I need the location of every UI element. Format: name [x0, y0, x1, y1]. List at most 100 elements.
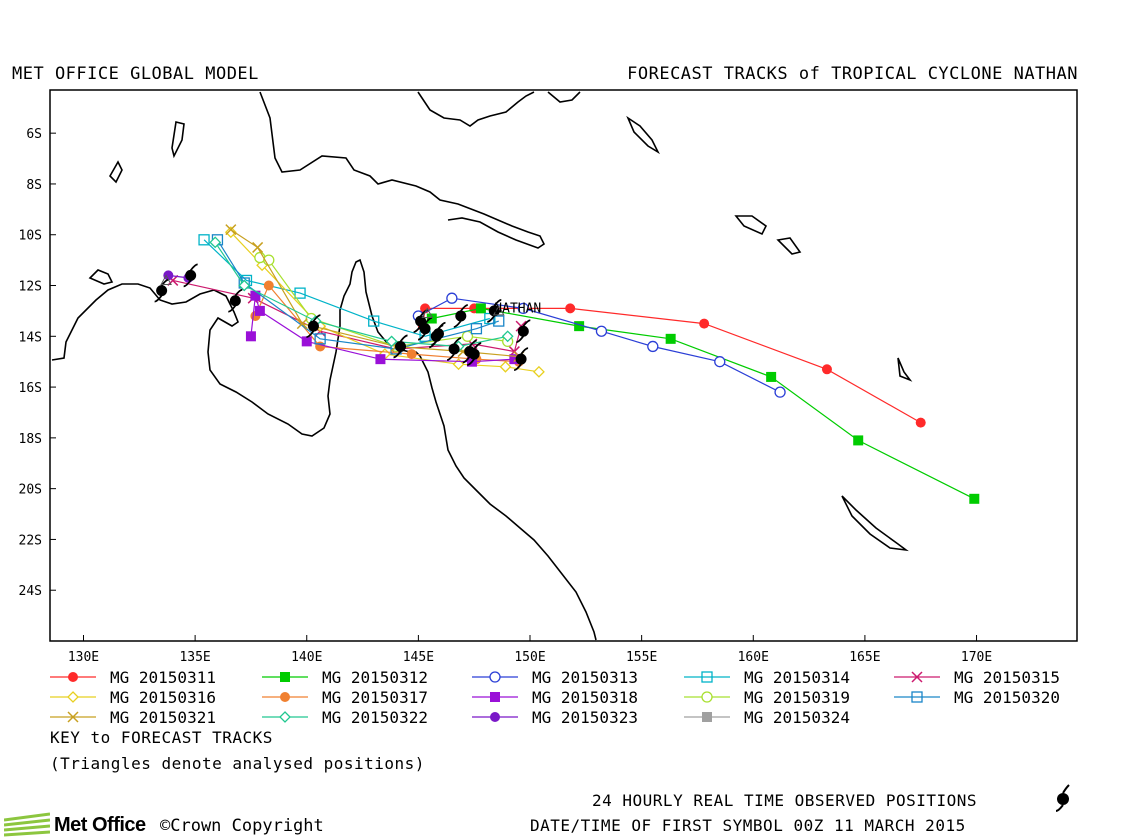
track-marker: [702, 692, 712, 702]
track-marker: [699, 319, 709, 329]
coastline-island-b: [110, 162, 122, 182]
track-marker: [775, 387, 785, 397]
legend-item: MG 20150319: [684, 688, 850, 707]
lon-tick-label: 135E: [179, 650, 210, 665]
legend-item: MG 20150318: [472, 688, 638, 707]
track-marker: [822, 364, 832, 374]
track-marker: [596, 326, 606, 336]
lat-tick-label: 10S: [19, 229, 42, 244]
forecast-track-line: [432, 308, 975, 498]
lon-tick-label: 150E: [514, 650, 545, 665]
storm-name-label: NATHAN: [494, 301, 541, 316]
coastline-island-a: [172, 122, 184, 156]
legend-item: MG 20150321: [50, 708, 216, 727]
coastline-new-caledonia: [842, 496, 906, 550]
track-marker: [916, 418, 926, 428]
track-marker: [490, 712, 500, 722]
coastline-bougainville: [628, 118, 658, 152]
track-marker: [969, 494, 979, 504]
legend-label: MG 20150311: [110, 668, 216, 687]
lon-tick-label: 165E: [849, 650, 880, 665]
track-marker: [565, 303, 575, 313]
legend-item: MG 20150316: [50, 688, 216, 707]
legend-label: MG 20150313: [532, 668, 638, 687]
legend-item: MG 20150322: [262, 708, 428, 727]
lat-tick-label: 16S: [19, 381, 42, 396]
lon-tick-label: 130E: [68, 650, 99, 665]
track-marker: [210, 237, 220, 247]
track-marker: [280, 692, 290, 702]
track-marker: [280, 712, 290, 722]
observed-position-symbol: [514, 348, 528, 370]
track-marker: [702, 712, 712, 722]
track-marker: [239, 281, 249, 291]
track-marker: [476, 303, 486, 313]
forecast-track: [255, 253, 513, 352]
legend-label: MG 20150322: [322, 708, 428, 727]
lon-tick-label: 160E: [738, 650, 769, 665]
track-marker: [280, 672, 290, 682]
track-marker: [253, 242, 263, 252]
lat-tick-label: 24S: [19, 584, 42, 599]
lat-tick-label: 12S: [19, 280, 42, 295]
map-frame: [50, 90, 1077, 641]
met-office-logo-text: Met Office: [54, 814, 146, 837]
observed-positions-caption: 24 HOURLY REAL TIME OBSERVED POSITIONS: [592, 791, 977, 810]
legend-label: MG 20150318: [532, 688, 638, 707]
lat-tick-label: 8S: [26, 178, 42, 193]
track-marker: [68, 672, 78, 682]
track-marker: [68, 692, 78, 702]
lat-tick-label: 20S: [19, 483, 42, 498]
lat-tick-label: 6S: [26, 127, 42, 142]
legend-label: MG 20150321: [110, 708, 216, 727]
legend: MG 20150311 MG 20150312 MG 20150313 MG 2015…: [50, 668, 1060, 727]
track-marker: [500, 362, 510, 372]
first-symbol-datetime: DATE/TIME OF FIRST SYMBOL 00Z 11 MARCH 2…: [530, 816, 966, 835]
legend-item: MG 20150313: [472, 668, 638, 687]
track-marker: [666, 334, 676, 344]
track-marker: [375, 354, 385, 364]
legend-item: MG 20150311: [50, 668, 216, 687]
forecast-track: [226, 225, 524, 362]
lat-tick-label: 22S: [19, 533, 42, 548]
track-marker: [246, 331, 256, 341]
legend-item: MG 20150315: [894, 668, 1060, 687]
key-title: KEY to FORECAST TRACKS: [50, 728, 273, 747]
track-marker: [490, 692, 500, 702]
coastline-vanuatu: [898, 358, 910, 380]
cyclone-symbol-icon: [1052, 784, 1074, 812]
track-marker: [648, 341, 658, 351]
legend-item: MG 20150324: [684, 708, 850, 727]
lon-tick-label: 140E: [291, 650, 322, 665]
lat-tick-label: 14S: [19, 330, 42, 345]
met-office-logo: Met Office: [4, 812, 146, 838]
legend-label: MG 20150323: [532, 708, 638, 727]
coastline-new-guinea: [260, 92, 544, 248]
track-marker: [715, 357, 725, 367]
forecast-track-map: 6S 8S 10S 12S 14S 16S 18S 20S 22S 24S 130E 135E 140E…: [0, 0, 1130, 840]
lon-tick-label: 145E: [403, 650, 434, 665]
track-marker: [534, 367, 544, 377]
legend-item: MG 20150314: [684, 668, 850, 687]
legend-label: MG 20150317: [322, 688, 428, 707]
forecast-tracks: [163, 225, 979, 504]
legend-label: MG 20150315: [954, 668, 1060, 687]
lat-tick-label: 18S: [19, 432, 42, 447]
legend-item: MG 20150323: [472, 708, 638, 727]
legend-item: MG 20150317: [262, 688, 428, 707]
key-note: (Triangles denote analysed positions): [50, 754, 425, 773]
axis-ticks: 6S 8S 10S 12S 14S 16S 18S 20S 22S 24S 130E 135E 140E…: [19, 127, 993, 665]
track-marker: [447, 293, 457, 303]
coastline-solomon-a: [736, 216, 766, 234]
legend-item: MG 20150312: [262, 668, 428, 687]
crown-copyright: ©Crown Copyright: [160, 816, 324, 836]
legend-label: MG 20150319: [744, 688, 850, 707]
legend-label: MG 20150316: [110, 688, 216, 707]
track-marker: [264, 281, 274, 291]
legend-label: MG 20150324: [744, 708, 850, 727]
coastline-png-north: [418, 92, 534, 126]
coastline-solomon-b: [778, 238, 800, 254]
lon-tick-label: 155E: [626, 650, 657, 665]
coastline-new-britain: [548, 92, 580, 102]
coastline-cape-york: [420, 356, 596, 640]
